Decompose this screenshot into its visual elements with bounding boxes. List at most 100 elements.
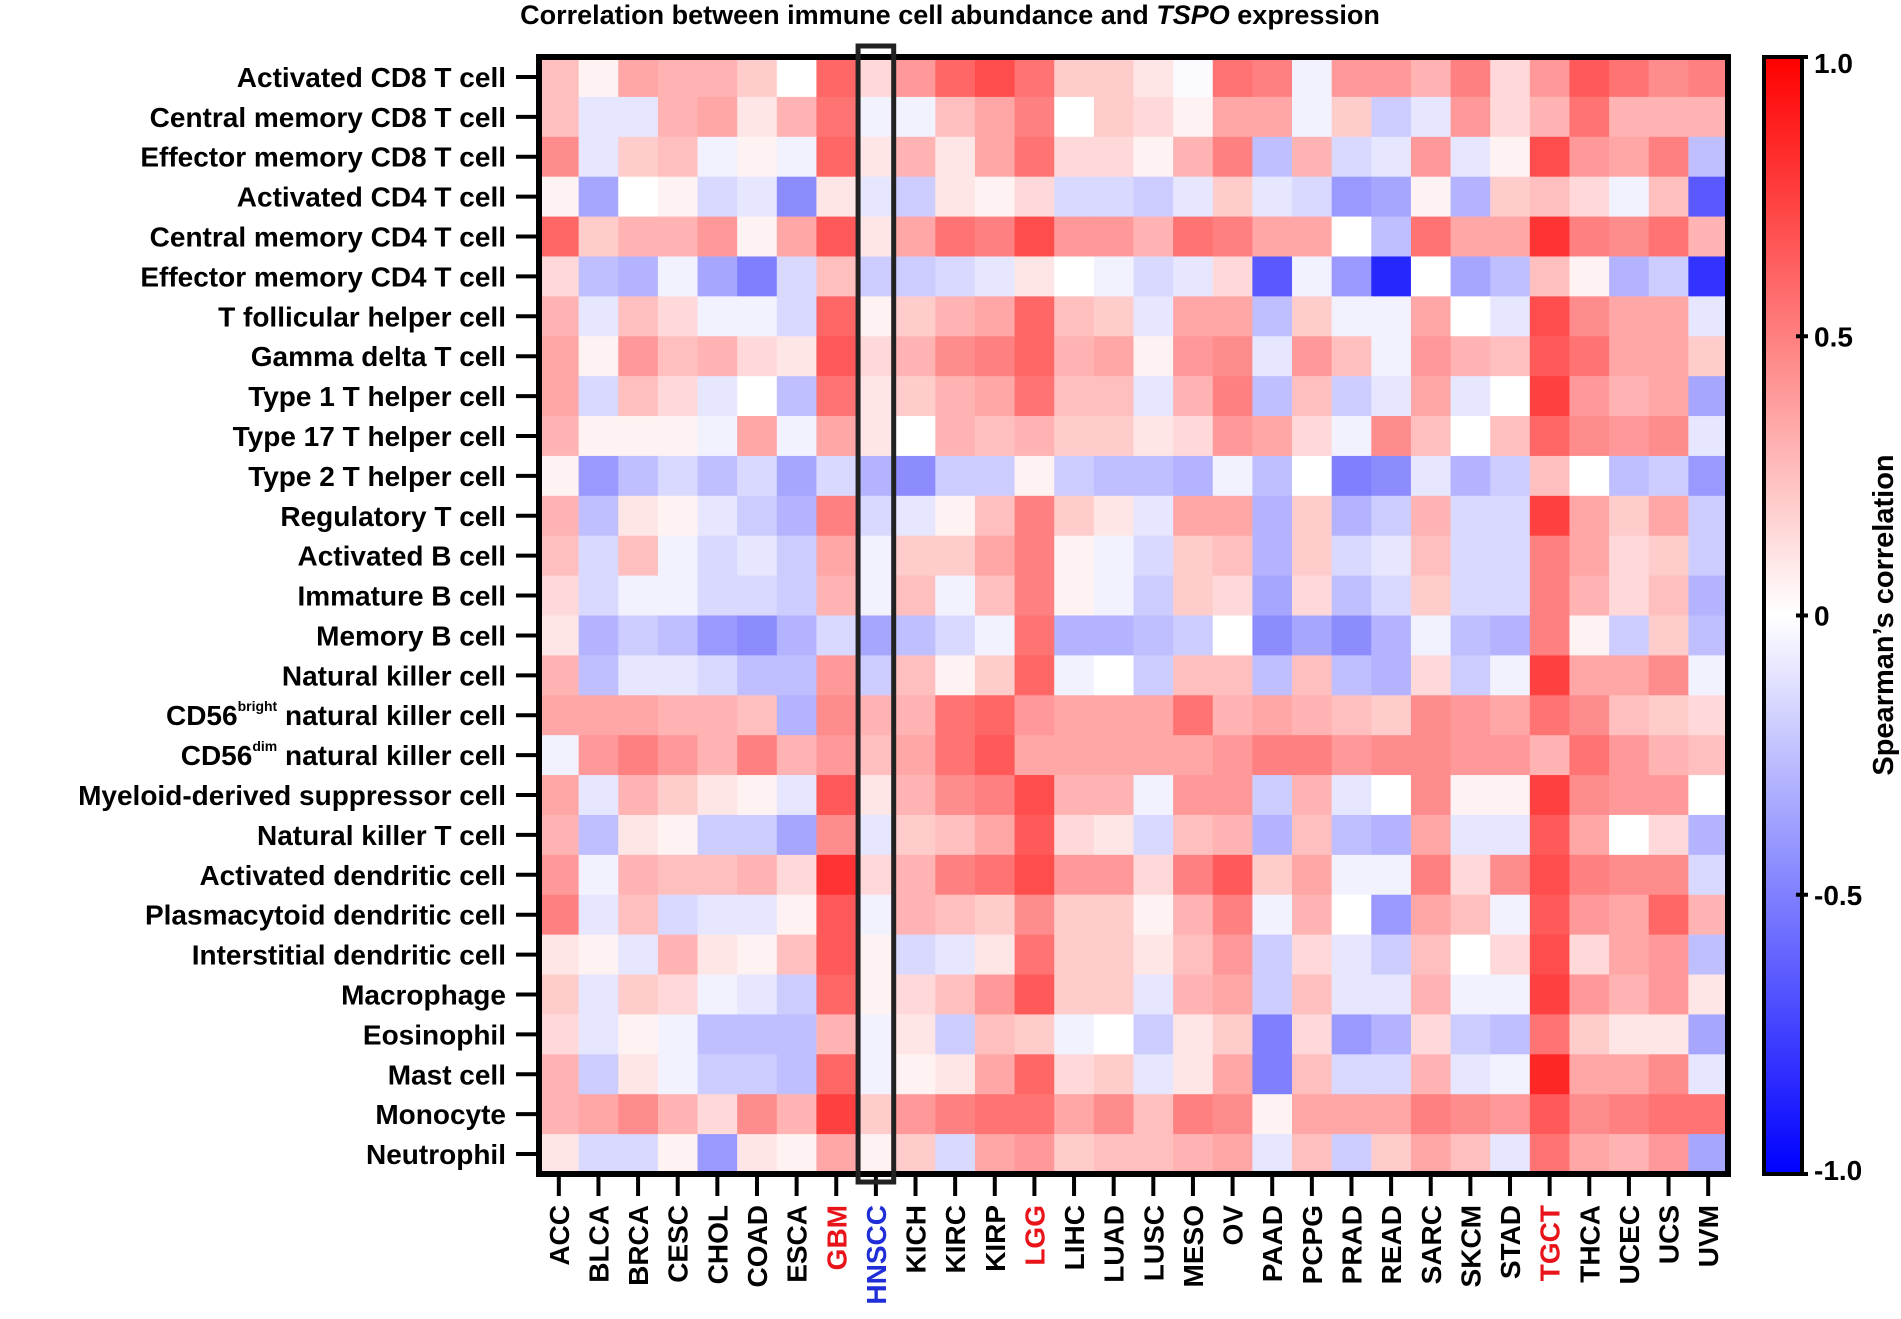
heatmap-cell: [539, 336, 580, 377]
heatmap-cell: [1054, 216, 1095, 258]
heatmap-cell: [1371, 96, 1412, 138]
heatmap-cell: [1569, 615, 1610, 656]
heatmap-cell: [618, 96, 659, 138]
heatmap-cell: [776, 96, 818, 138]
heatmap-cell: [974, 216, 1016, 258]
heatmap-cell: [657, 735, 699, 776]
heatmap-cell: [1014, 296, 1055, 337]
heatmap-cell: [1450, 1014, 1491, 1055]
heatmap-cell: [776, 1054, 818, 1095]
heatmap-cell: [1371, 416, 1412, 457]
heatmap-cell: [1569, 695, 1610, 736]
heatmap-cell: [1529, 176, 1571, 218]
heatmap-cell: [1410, 1094, 1452, 1135]
heatmap-cell: [1410, 575, 1452, 617]
heatmap-cell: [1450, 575, 1491, 617]
heatmap-cell: [1569, 495, 1610, 537]
heatmap-cell: [1529, 96, 1571, 138]
heatmap-cell: [1529, 814, 1571, 856]
heatmap-cell: [1450, 814, 1491, 856]
heatmap-cell: [1133, 455, 1174, 497]
heatmap-cell: [1410, 96, 1452, 138]
heatmap-cell: [776, 216, 818, 258]
heatmap-cell: [1331, 336, 1372, 377]
heatmap-cell: [1490, 296, 1531, 337]
column-label: READ: [1376, 1205, 1407, 1284]
heatmap-cell: [539, 296, 580, 337]
column-label: ESCA: [782, 1205, 813, 1283]
heatmap-cell: [1331, 615, 1372, 656]
heatmap-cell: [895, 336, 936, 377]
heatmap-cell: [1292, 814, 1333, 856]
heatmap-cell: [856, 1134, 897, 1175]
heatmap-cell: [578, 1054, 619, 1095]
heatmap-cell: [1569, 974, 1610, 1016]
heatmap-cell: [974, 854, 1016, 896]
heatmap-cell: [1173, 735, 1214, 776]
column-label: OV: [1218, 1205, 1249, 1246]
heatmap-cell: [1410, 376, 1452, 417]
heatmap-cell: [895, 814, 936, 856]
heatmap-cell: [1133, 296, 1174, 337]
heatmap-cell: [856, 615, 897, 656]
heatmap-cell: [816, 176, 857, 218]
heatmap-cell: [895, 416, 936, 457]
heatmap-cell: [1529, 57, 1571, 98]
heatmap-cell: [776, 974, 818, 1016]
heatmap-cell: [1688, 176, 1729, 218]
heatmap-cell: [1252, 894, 1293, 936]
heatmap-cell: [974, 455, 1016, 497]
heatmap-cell: [618, 615, 659, 656]
heatmap-cell: [974, 974, 1016, 1016]
heatmap-cell: [1093, 495, 1135, 537]
heatmap-cell: [1212, 1054, 1253, 1095]
heatmap-cell: [1093, 1094, 1135, 1135]
heatmap-cell: [1252, 136, 1293, 178]
heatmap-cell: [1054, 256, 1095, 297]
heatmap-cell: [1569, 1054, 1610, 1095]
heatmap-cell: [935, 894, 976, 936]
heatmap-cell: [1173, 934, 1214, 976]
heatmap-cell: [1252, 455, 1293, 497]
heatmap-cell: [1410, 655, 1452, 696]
heatmap-cell: [1014, 1094, 1055, 1135]
heatmap-cell: [856, 296, 897, 337]
heatmap-cell: [1133, 216, 1174, 258]
heatmap-cell: [1331, 455, 1372, 497]
row-label: Type 17 T helper cell: [233, 421, 506, 452]
heatmap-cell: [1410, 176, 1452, 218]
heatmap-cell: [1173, 814, 1214, 856]
heatmap-cell: [1014, 136, 1055, 178]
heatmap-cell: [856, 336, 897, 377]
heatmap-cell: [1529, 735, 1571, 776]
heatmap-cell: [1292, 216, 1333, 258]
heatmap-cell: [1292, 615, 1333, 656]
heatmap-cell: [1569, 176, 1610, 218]
heatmap-cell: [1054, 96, 1095, 138]
heatmap-cell: [1688, 1134, 1729, 1175]
heatmap-cell: [1648, 1094, 1689, 1135]
column-label: CHOL: [702, 1205, 733, 1284]
heatmap-cell: [776, 775, 818, 816]
heatmap-cell: [935, 96, 976, 138]
heatmap-cell: [1014, 176, 1055, 218]
heatmap-cell: [1609, 376, 1650, 417]
heatmap-cell: [1212, 176, 1253, 218]
heatmap-cell: [1609, 735, 1650, 776]
heatmap-cell: [1371, 1094, 1412, 1135]
heatmap-cell: [1490, 455, 1531, 497]
heatmap-cell: [1490, 854, 1531, 896]
heatmap-cell: [1212, 336, 1253, 377]
heatmap-cell: [737, 256, 778, 297]
heatmap-cell: [1212, 455, 1253, 497]
heatmap-cell: [657, 655, 699, 696]
heatmap-cell: [1609, 695, 1650, 736]
heatmap-cell: [1371, 854, 1412, 896]
heatmap-cell: [1331, 1094, 1372, 1135]
heatmap-cell: [1490, 1094, 1531, 1135]
heatmap-cell: [578, 176, 619, 218]
heatmap-cell: [1609, 296, 1650, 337]
heatmap-cell: [737, 775, 778, 816]
heatmap-cell: [1093, 1054, 1135, 1095]
heatmap-cell: [816, 296, 857, 337]
